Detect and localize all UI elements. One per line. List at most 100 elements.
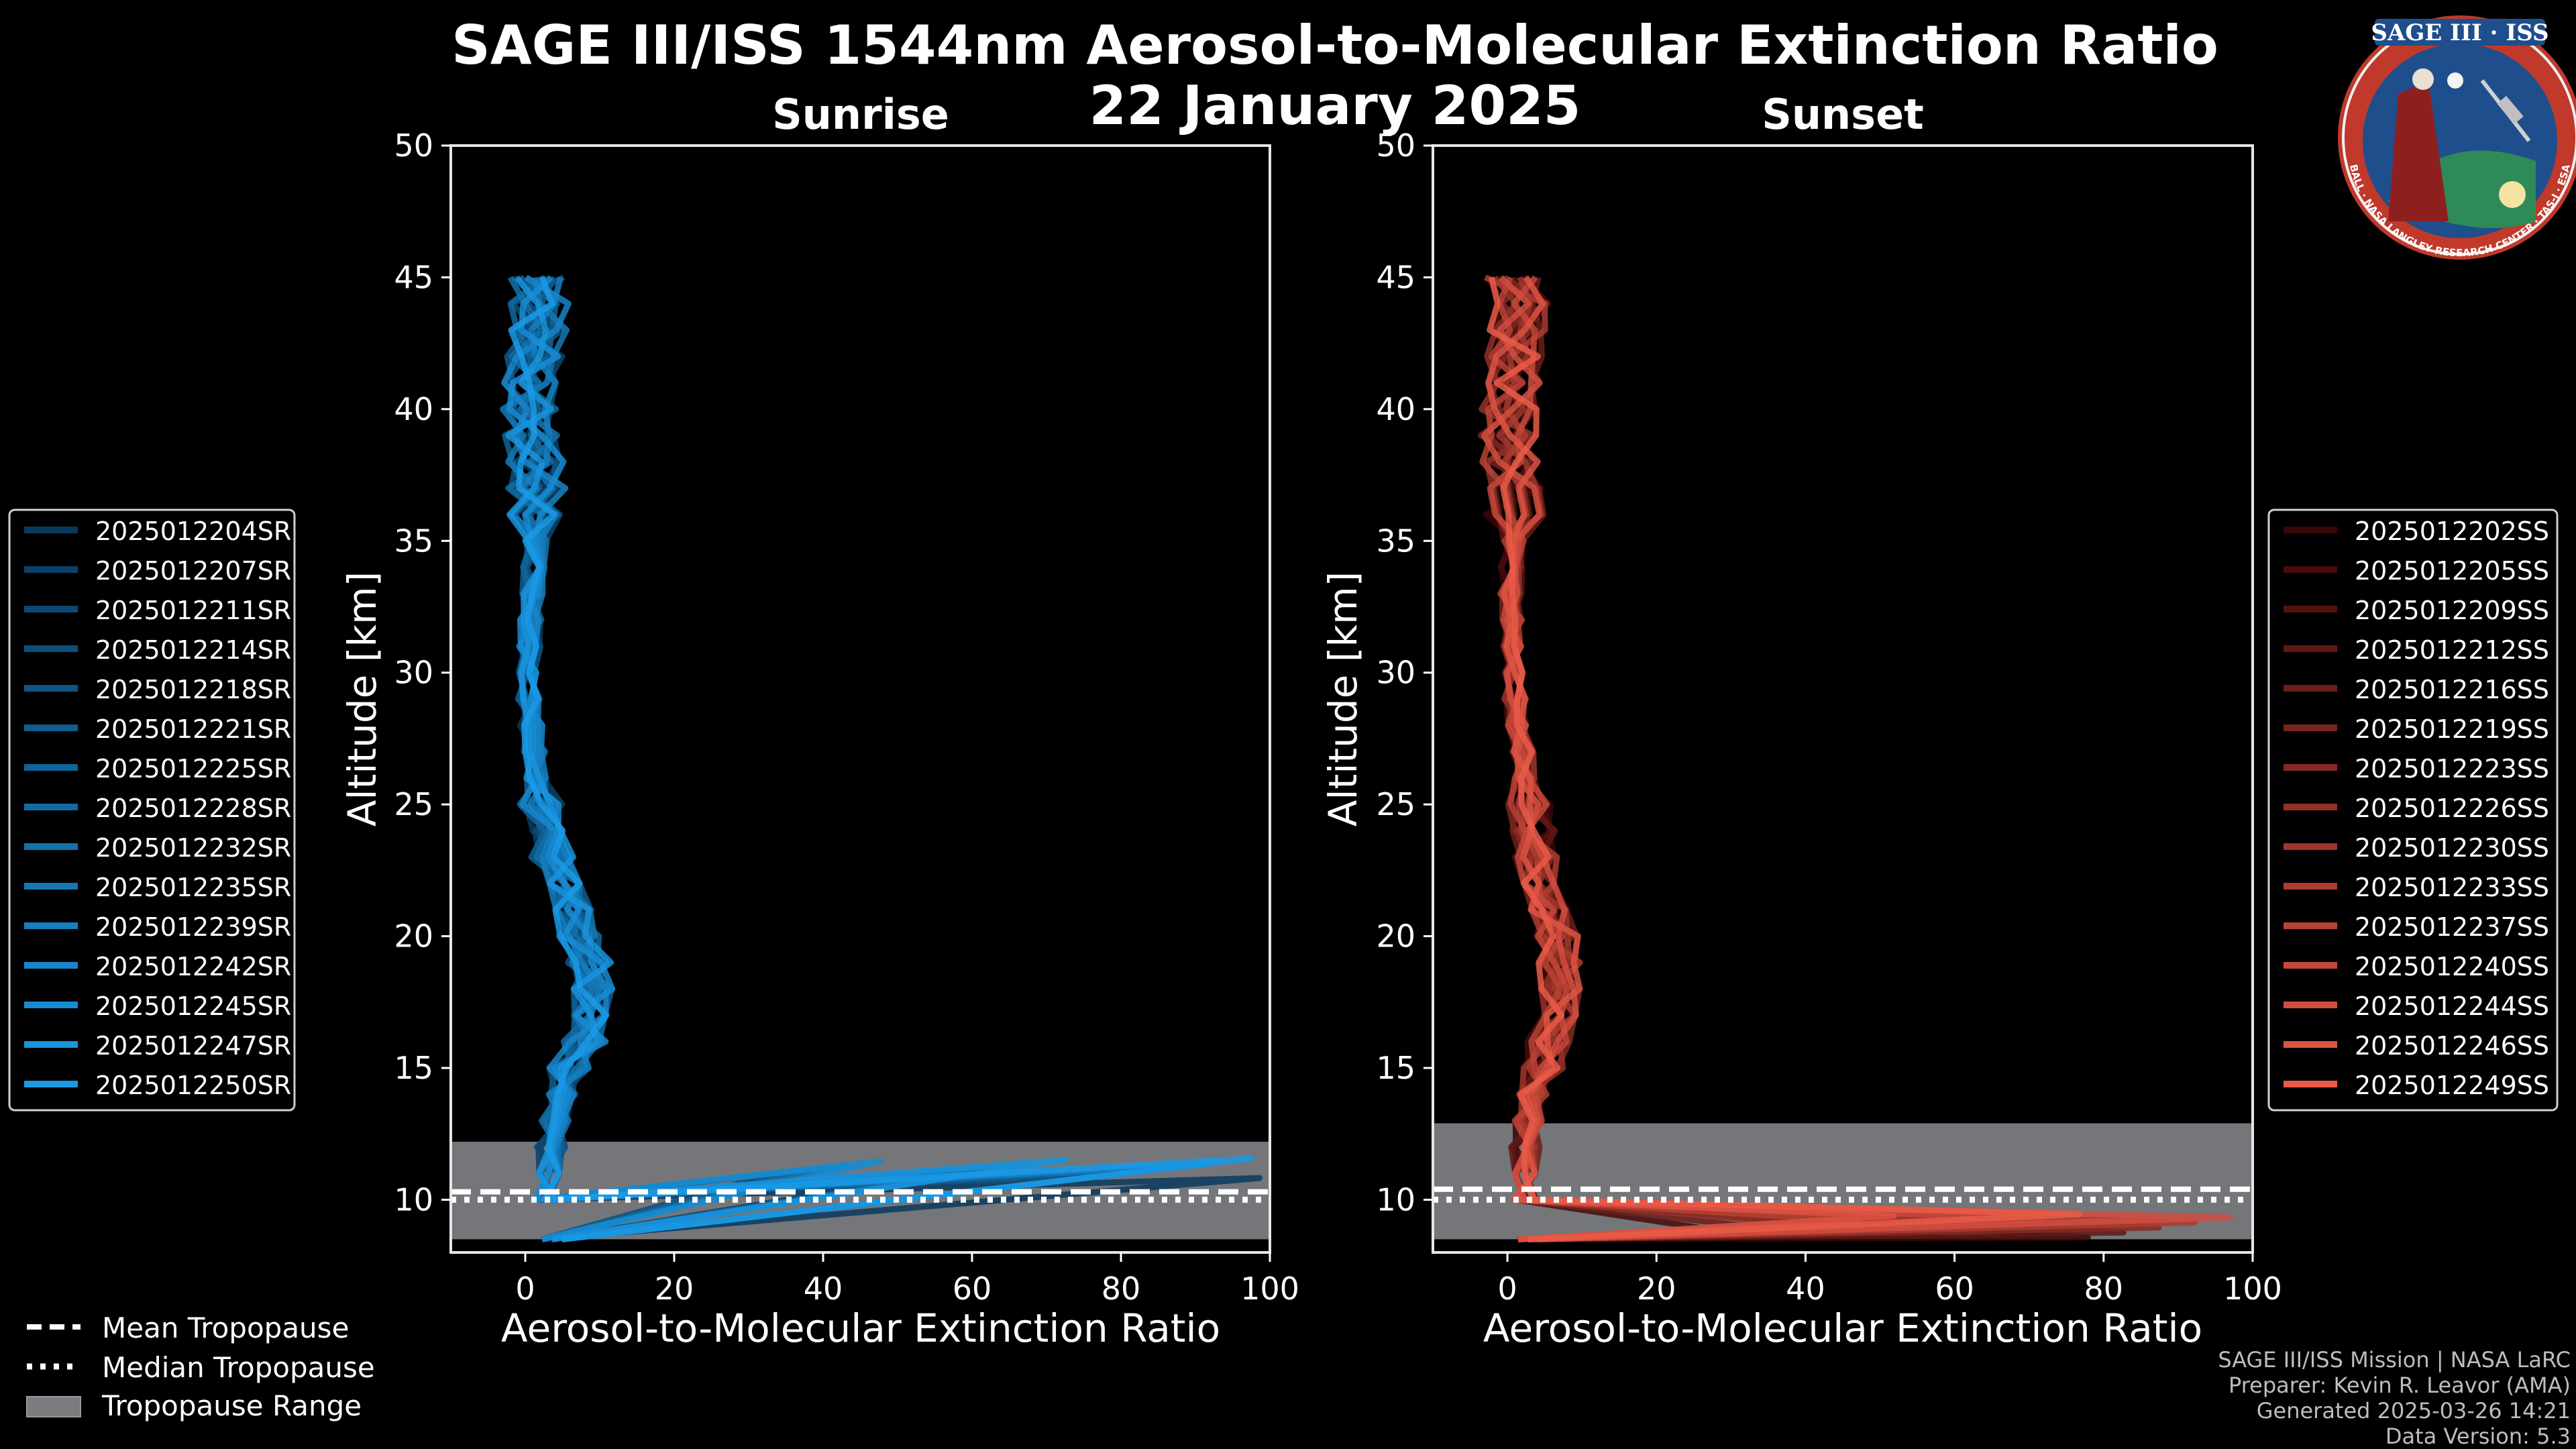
legend-label-2025012223SS: 2025012223SS [2355,754,2549,784]
profile-line-2025012230SS [1496,276,2012,1242]
legend-label-2025012209SS: 2025012209SS [2355,596,2549,625]
mean-tropopause-label: Mean Tropopause [102,1311,349,1344]
profile-line-2025012202SS [1483,274,2091,1242]
figure-title: SAGE III/ISS 1544nm Aerosol-to-Molecular… [451,14,2218,76]
legend-label-2025012212SS: 2025012212SS [2355,635,2549,665]
profile-line-2025012223SS [1485,275,2162,1242]
sunrise-panel-title: Sunrise [772,90,949,139]
legend-label-2025012228SR: 2025012228SR [95,794,291,823]
legend-label-2025012246SS: 2025012246SS [2355,1031,2549,1061]
legend-label-2025012247SR: 2025012247SR [95,1031,291,1061]
profile-line-2025012235SR [500,276,848,1242]
sunrise-ytick-label: 50 [394,127,433,164]
sage-mission-logo: SAGE III · ISS BALL · NASA LANGLEY RESEA… [2338,15,2576,260]
sunset-ytick-label: 15 [1376,1050,1415,1086]
legend-label-2025012221SR: 2025012221SR [95,714,291,744]
legend-label-2025012219SS: 2025012219SS [2355,714,2549,744]
sunrise-axes-frame [449,144,1271,1254]
profile-line-2025012209SS [1485,276,1941,1242]
profile-line-2025012250SR [508,276,1254,1242]
sunrise-ytick-label: 45 [394,259,433,295]
sunrise-ytick-label: 15 [394,1050,433,1086]
legend-label-2025012214SR: 2025012214SR [95,635,291,665]
sunrise-ytick-label: 20 [394,918,433,955]
sunset-xtick-label: 0 [1497,1271,1517,1307]
sunset-ytick-label: 30 [1376,655,1415,691]
footer-preparer: Preparer: Kevin R. Leavor (AMA) [2229,1373,2571,1398]
sunrise-ytick-label: 30 [394,655,433,691]
sunrise-ytick-label: 25 [394,786,433,822]
profile-line-2025012233SS [1484,274,2198,1242]
legend-label-2025012204SR: 2025012204SR [95,517,291,546]
legend-label-2025012225SR: 2025012225SR [95,754,291,784]
profile-line-2025012211SR [504,275,1113,1242]
legend-label-2025012205SS: 2025012205SS [2355,556,2549,586]
sunset-ytick-label: 35 [1376,523,1415,559]
logo-name: SAGE III · ISS [2371,19,2548,46]
profile-line-2025012204SR [517,275,1263,1242]
legend-label-2025012230SS: 2025012230SS [2355,833,2549,863]
sunset-ylabel: Altitude [km] [1320,572,1366,826]
profile-line-2025012228SR [505,274,998,1242]
profile-line-2025012240SS [1487,275,2047,1242]
sunset-ytick-label: 40 [1376,391,1415,427]
sunrise-xtick-label: 80 [1102,1271,1141,1307]
legend-label-2025012216SS: 2025012216SS [2355,675,2549,704]
footer-version: Data Version: 5.3 [2385,1424,2571,1449]
sunset-ytick-label: 10 [1376,1181,1415,1218]
sunrise-ytick-label: 35 [394,523,433,559]
sunset-plot: 0 20 40 60 80 100 10 15 20 25 30 35 40 45 50 [1376,127,2282,1307]
sunset-ytick-label: 20 [1376,918,1415,955]
legend-label-2025012211SR: 2025012211SR [95,596,291,625]
profile-line-2025012242SR [501,274,1220,1242]
sunrise-xtick-label: 0 [515,1271,535,1307]
legend-label-2025012235SR: 2025012235SR [95,873,291,902]
sunrise-plot-area [451,274,1270,1242]
legend-label-2025012242SR: 2025012242SR [95,952,291,981]
sunset-ytick-label: 25 [1376,786,1415,822]
legend-label-2025012226SS: 2025012226SS [2355,794,2549,823]
astronomer-figure-icon [2388,80,2449,221]
legend-label-2025012250SR: 2025012250SR [95,1071,291,1100]
sunrise-legend-frame [8,508,296,1112]
sunset-legend: 2025012202SS 2025012205SS 2025012209SS 2025… [2267,508,2559,1112]
legend-label-2025012237SS: 2025012237SS [2355,912,2549,942]
legend-label-2025012244SS: 2025012244SS [2355,991,2549,1021]
sunrise-ytick-label: 40 [394,391,433,427]
sunset-xtick-label: 20 [1637,1271,1676,1307]
sunset-xtick-label: 40 [1786,1271,1825,1307]
figure-date: 22 January 2025 [1089,74,1581,137]
legend-label-2025012249SS: 2025012249SS [2355,1071,2549,1100]
sunset-legend-frame [2267,508,2559,1112]
sunrise-xtick-label: 60 [953,1271,992,1307]
legend-label-2025012239SR: 2025012239SR [95,912,291,942]
tropopause-legend: Mean Tropopause Median Tropopause Tropop… [26,1311,375,1422]
footer-credits: SAGE III/ISS Mission | NASA LaRC Prepare… [2218,1347,2571,1449]
profile-line-2025012212SS [1485,276,2127,1242]
legend-label-2025012232SR: 2025012232SR [95,833,291,863]
sunset-xtick-label: 60 [1935,1271,1974,1307]
median-tropopause-label: Median Tropopause [102,1351,375,1384]
sunrise-xlabel: Aerosol-to-Molecular Extinction Ratio [501,1305,1220,1351]
sun-icon [2499,181,2526,208]
tropopause-range-swatch [26,1396,81,1417]
profile-line-2025012221SR [504,276,1148,1242]
legend-label-2025012240SS: 2025012240SS [2355,952,2549,981]
profile-line-2025012219SS [1477,274,1976,1242]
legend-label-2025012218SR: 2025012218SR [95,675,291,704]
profile-line-2025012239SR [518,276,1034,1242]
footer-generated: Generated 2025-03-26 14:21 [2257,1398,2571,1424]
profile-line-2025012232SR [507,276,1184,1242]
sunset-xtick-label: 100 [2223,1271,2282,1307]
legend-label-2025012233SS: 2025012233SS [2355,873,2549,902]
sunset-ytick-label: 50 [1376,127,1415,164]
sunrise-xtick-label: 100 [1240,1271,1299,1307]
sunset-axes-frame [1432,144,2254,1254]
sunset-panel-title: Sunset [1762,90,1924,139]
profile-line-2025012247SR [505,275,1069,1242]
sunset-xtick-label: 80 [2084,1271,2124,1307]
footer-mission: SAGE III/ISS Mission | NASA LaRC [2218,1347,2571,1373]
sunset-plot-area [1433,274,2253,1242]
